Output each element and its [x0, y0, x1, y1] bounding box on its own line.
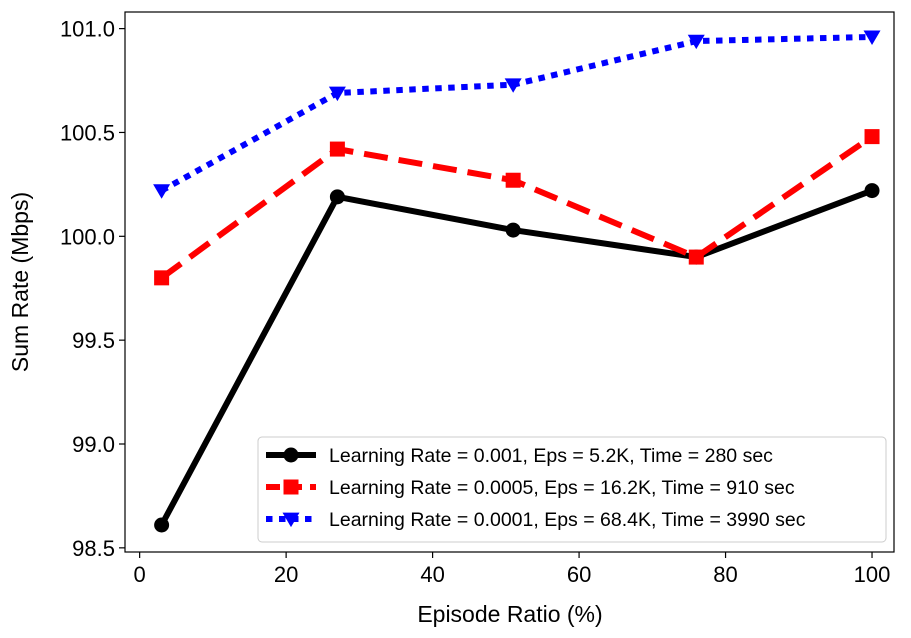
y-tick-label: 99.5	[72, 328, 115, 353]
legend-label: Learning Rate = 0.001, Eps = 5.2K, Time …	[329, 445, 773, 467]
plot-frame	[124, 11, 895, 553]
series-2-point	[329, 141, 345, 157]
y-tick-label: 98.5	[72, 536, 115, 561]
legend-swatch-marker	[283, 447, 299, 463]
legend-swatch-marker	[282, 512, 300, 528]
y-tick-label: 100.5	[60, 120, 115, 145]
x-tick-label: 100	[854, 562, 891, 587]
series-3-point	[504, 78, 522, 93]
legend-swatch-marker	[283, 479, 299, 495]
series-2-point	[505, 172, 521, 188]
series-2-point	[864, 129, 880, 145]
series-2	[154, 129, 880, 286]
y-axis-label: Sum Rate (Mbps)	[7, 192, 33, 372]
series-layer	[153, 30, 881, 533]
y-tick-label: 100.0	[60, 224, 115, 249]
x-tick-label: 0	[134, 562, 146, 587]
legend-label: Learning Rate = 0.0005, Eps = 16.2K, Tim…	[329, 477, 795, 499]
series-1-point	[505, 222, 521, 238]
x-tick-label: 40	[420, 562, 444, 587]
legend-label: Learning Rate = 0.0001, Eps = 68.4K, Tim…	[329, 509, 806, 531]
legend-box	[257, 436, 887, 543]
ticks: 0 20 40 60 80 100 98.5 99.0 99.5 100.0 100.5 101.0	[60, 17, 890, 587]
series-2-point	[688, 249, 704, 265]
legend: Learning Rate = 0.001, Eps = 5.2K, Time …	[257, 436, 887, 543]
series-3-point	[687, 34, 705, 50]
series-3	[153, 30, 881, 199]
y-tick-label: 99.0	[72, 432, 115, 457]
series-1-point	[154, 517, 170, 533]
series-3-point	[328, 86, 346, 102]
series-1-point	[329, 189, 345, 205]
x-tick-label: 80	[713, 562, 737, 587]
series-3-point	[153, 184, 171, 199]
x-tick-label: 20	[274, 562, 298, 587]
x-tick-label: 60	[567, 562, 591, 587]
series-3-point	[863, 30, 881, 45]
series-3-line	[160, 33, 873, 194]
series-2-line	[159, 134, 874, 281]
series-1-point	[864, 183, 880, 199]
x-axis-label: Episode Ratio (%)	[417, 601, 602, 627]
series-2-point	[154, 270, 170, 286]
y-tick-label: 101.0	[60, 17, 115, 42]
